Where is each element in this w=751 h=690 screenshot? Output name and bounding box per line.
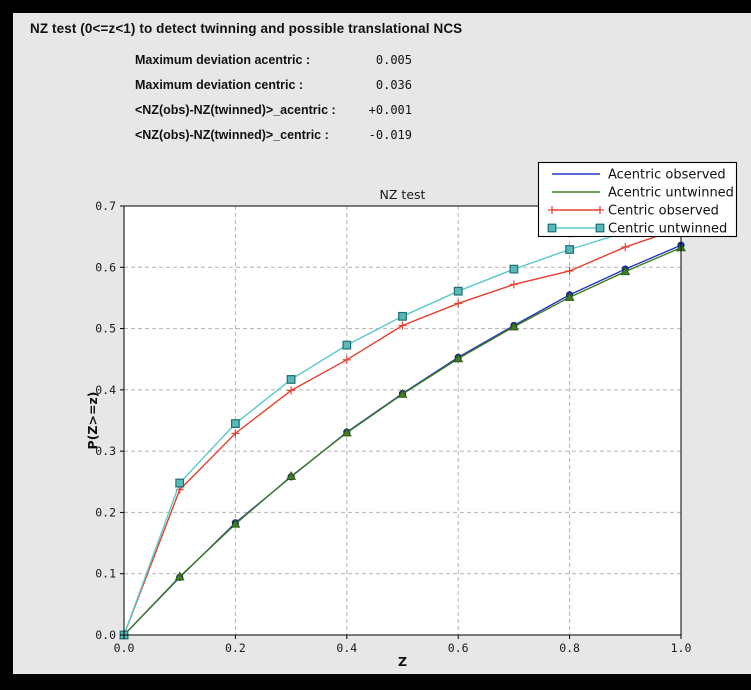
svg-text:0.0: 0.0: [114, 641, 135, 655]
stat-value: 0.005: [375, 53, 412, 67]
legend-item-acentric-observed: Acentric observed: [552, 168, 726, 183]
stat-label: <NZ(obs)-NZ(twinned)>_centric :: [135, 128, 329, 142]
legend-label: Acentric untwinned: [608, 186, 734, 201]
svg-text:0.8: 0.8: [559, 641, 580, 655]
svg-text:0.6: 0.6: [448, 641, 469, 655]
stat-value: -0.019: [368, 128, 412, 142]
svg-text:0.1: 0.1: [95, 567, 116, 581]
chart-title: NZ test: [380, 187, 426, 202]
plot-area: [124, 206, 681, 635]
y-axis-label: P(Z>=z): [85, 392, 100, 450]
svg-text:0.2: 0.2: [225, 641, 246, 655]
stat-label: Maximum deviation centric :: [135, 78, 304, 92]
axis-ticks: [120, 205, 682, 639]
svg-text:1.0: 1.0: [671, 641, 692, 655]
svg-text:0.6: 0.6: [95, 260, 116, 274]
legend-item-centric-observed: Centric observed: [548, 204, 719, 219]
legend-label: Acentric observed: [608, 168, 726, 183]
stat-value: +0.001: [368, 103, 412, 117]
svg-text:0.0: 0.0: [95, 628, 116, 642]
plot-border: [123, 205, 682, 636]
legend-label: Centric observed: [608, 204, 719, 219]
legend: Acentric observed Acentric untwinned Centr…: [537, 161, 738, 238]
svg-text:0.2: 0.2: [95, 505, 116, 519]
gridlines: [124, 206, 681, 635]
legend-item-centric-untwinned: Centric untwinned: [547, 222, 727, 237]
svg-text:0.7: 0.7: [95, 199, 116, 213]
page-title: NZ test (0<=z<1) to detect twinning and …: [30, 21, 463, 36]
legend-item-acentric-untwinned: Acentric untwinned: [552, 186, 734, 201]
tick-labels: 0.0 0.2 0.4 0.6 0.8 1.0 0.0 0.1 0.2 0.3 0.4 0.5 0.6 0…: [95, 199, 691, 655]
legend-label: Centric untwinned: [608, 222, 727, 237]
x-axis-label: Z: [398, 654, 407, 669]
svg-text:0.5: 0.5: [95, 322, 116, 336]
stat-label: Maximum deviation acentric :: [135, 53, 311, 67]
svg-text:0.3: 0.3: [95, 444, 116, 458]
stat-label: <NZ(obs)-NZ(twinned)>_acentric :: [135, 103, 336, 117]
svg-text:0.4: 0.4: [336, 641, 357, 655]
stat-value: 0.036: [375, 78, 412, 92]
svg-text:0.4: 0.4: [95, 383, 116, 397]
